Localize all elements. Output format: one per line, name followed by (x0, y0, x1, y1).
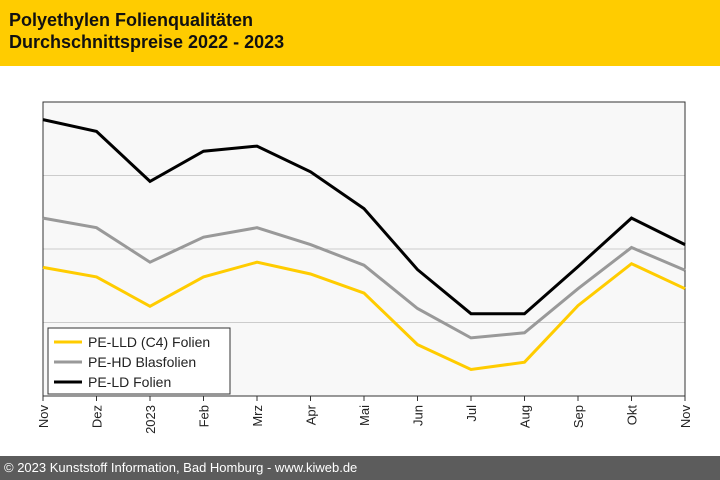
series-line-1 (42, 260, 686, 372)
legend-label: PE-LLD (C4) Folien (88, 334, 210, 350)
chart-header: Polyethylen Folienqualitäten Durchschnit… (0, 0, 720, 66)
x-tick-label: Mai (357, 405, 372, 426)
x-tick-label: 2023 (143, 405, 158, 434)
x-tick-label: Jun (411, 405, 426, 426)
footer-copyright: © 2023 Kunststoff Information, Bad Hombu… (0, 456, 720, 480)
x-tick-label: Nov (678, 405, 693, 429)
chart-title-line2: Durchschnittspreise 2022 - 2023 (9, 32, 285, 52)
chart-title-line1: Polyethylen Folienqualitäten (9, 10, 254, 30)
x-tick-label: Apr (304, 404, 319, 425)
legend-label: PE-HD Blasfolien (88, 354, 196, 370)
legend-label: PE-LD Folien (88, 374, 171, 390)
x-tick-label: Sep (571, 405, 586, 428)
x-tick-label: Jul (464, 405, 479, 422)
x-tick-label: Nov (36, 405, 51, 429)
chart-area: Nov Dez 2023 Feb Mrz Apr Mai Jun Jul Aug Sep Okt Nov… (0, 66, 720, 456)
x-tick-label: Feb (197, 405, 212, 427)
x-tick-label: Aug (518, 405, 533, 428)
x-tick-label: Dez (90, 405, 105, 428)
x-tick-label: Mrz (250, 405, 265, 427)
legend: PE-LLD (C4) Folien PE-HD Blasfolien PE-LD … (47, 327, 231, 395)
x-tick-label: Okt (625, 405, 640, 426)
series-line-2 (42, 216, 686, 340)
series-line-3 (42, 118, 686, 316)
line-chart: Nov Dez 2023 Feb Mrz Apr Mai Jun Jul Aug Sep Okt Nov… (36, 101, 693, 434)
